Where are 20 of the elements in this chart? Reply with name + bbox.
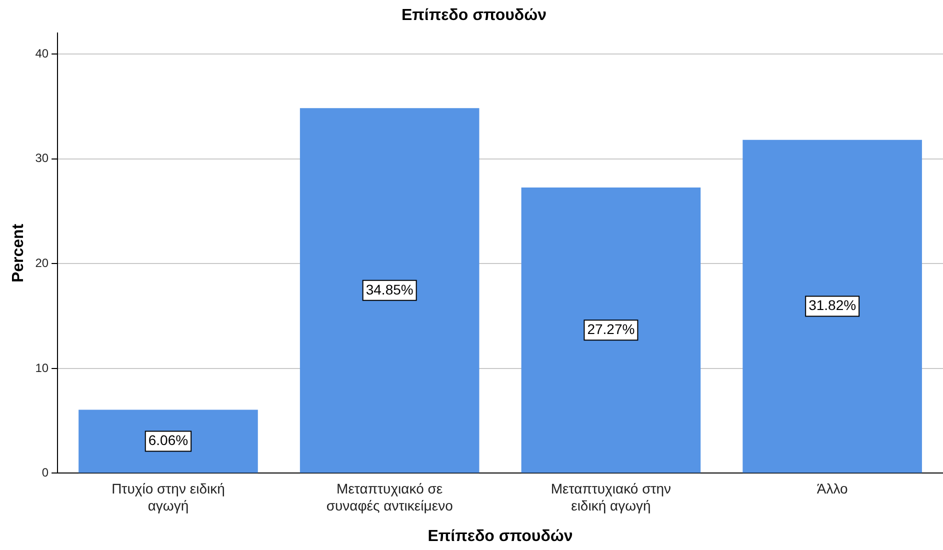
x-tick-label: Μεταπτυχιακό στην ειδική αγωγή (550, 480, 672, 514)
bar (78, 410, 258, 473)
y-tick-label: 10 (35, 360, 49, 375)
y-axis-title: Percent (10, 223, 28, 283)
data-label: 31.82% (808, 297, 856, 314)
y-tick-label: 40 (35, 46, 49, 60)
x-tick-label: Πτυχίο στην ειδική αγωγή (112, 480, 225, 514)
data-label: 34.85% (366, 281, 414, 298)
data-label: 6.06% (148, 432, 188, 448)
bar (300, 108, 480, 473)
bar (521, 188, 701, 473)
x-axis-title: Επίπεδο σπουδών (428, 528, 573, 545)
x-tick-label: Μεταπτυχιακό σε συναφές αντικείμενο (326, 480, 454, 514)
y-tick-label: 0 (42, 466, 49, 480)
y-tick-label: 30 (35, 151, 49, 166)
x-tick-label: Άλλο (816, 480, 848, 496)
bar (742, 140, 922, 473)
data-label: 27.27% (587, 320, 635, 337)
chart-title: Επίπεδο σπουδών (401, 7, 547, 24)
y-tick-label: 20 (35, 256, 49, 270)
